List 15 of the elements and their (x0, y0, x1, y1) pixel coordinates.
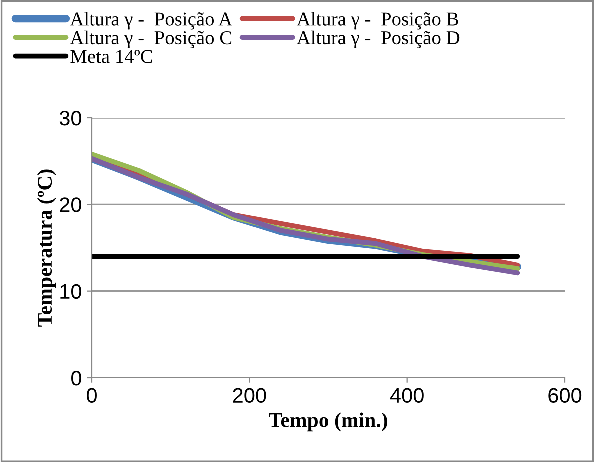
legend-label: Altura γ - Posição B (296, 12, 458, 30)
y-axis-title: Temperatura (ºC) (37, 170, 56, 327)
y-tick-label: 10 (60, 284, 82, 300)
legend-label: Meta 14ºC (70, 50, 152, 64)
legend-label: Altura γ - Posição C (70, 30, 232, 49)
x-axis-title: Tempo (min.) (269, 412, 388, 432)
x-tick-label: 200 (233, 388, 266, 404)
y-tick-label: 30 (60, 111, 82, 126)
legend-label: Altura γ - Posição A (70, 12, 232, 30)
x-tick-label: 400 (390, 388, 424, 404)
x-tick-label: 600 (548, 388, 582, 404)
legend-label: Altura γ - Posição D (296, 30, 460, 49)
y-tick-label: 0 (72, 371, 82, 386)
y-tick-label: 20 (60, 198, 82, 212)
x-tick-label: 0 (87, 388, 97, 404)
